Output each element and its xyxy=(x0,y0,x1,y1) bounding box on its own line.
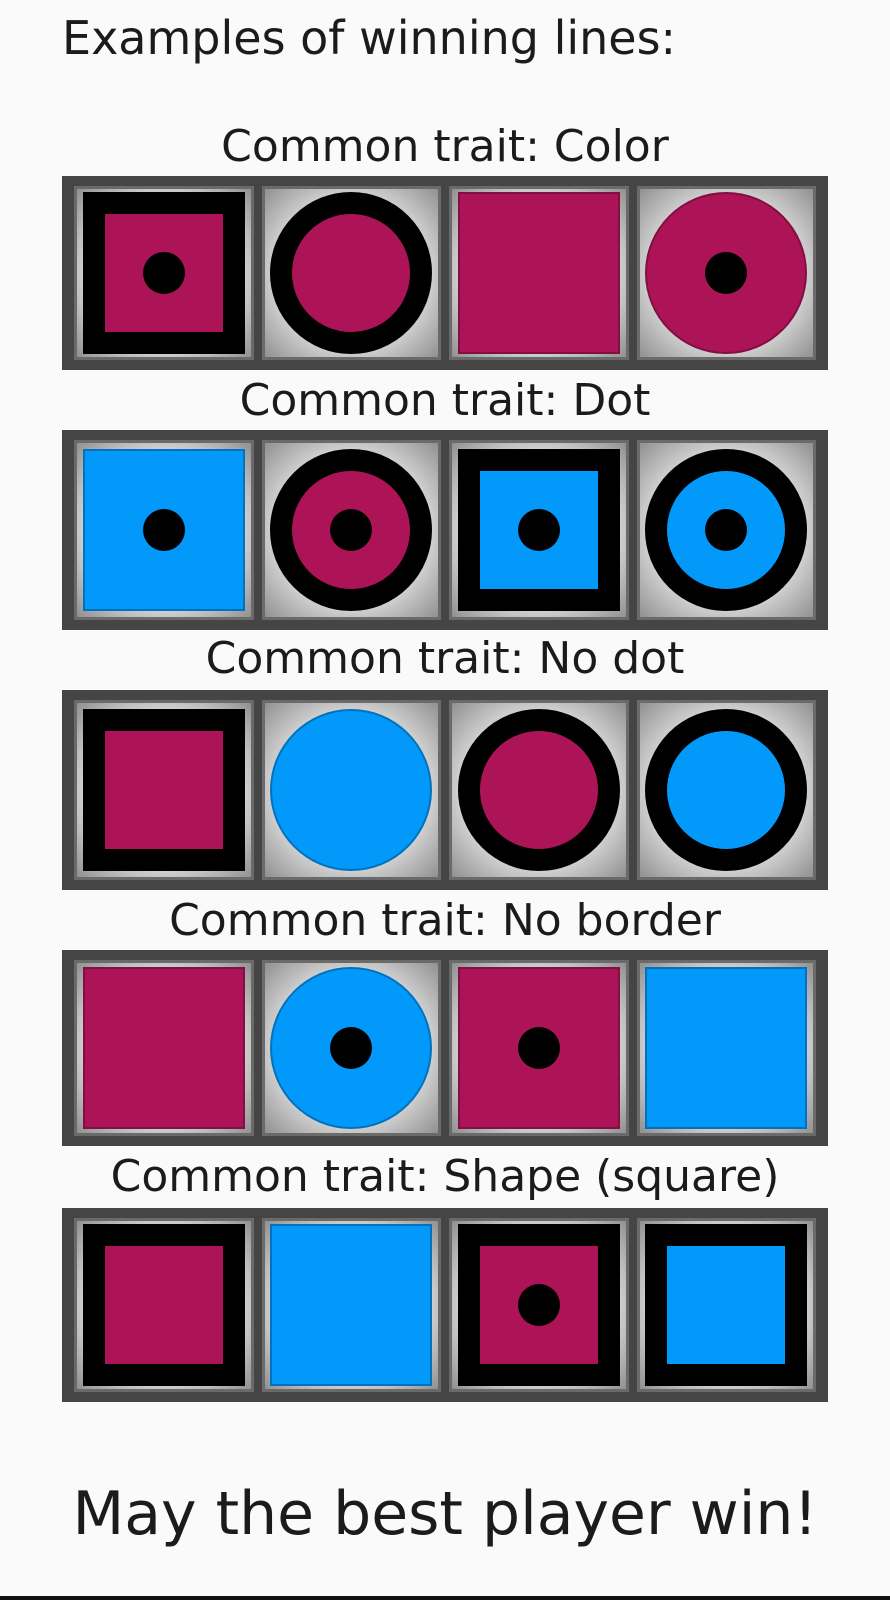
center-dot-icon xyxy=(705,509,748,551)
line-caption-color: Common trait: Color xyxy=(221,121,669,172)
board-cell-1 xyxy=(74,960,254,1136)
line-caption-dot: Common trait: Dot xyxy=(239,375,651,426)
magenta-square-piece xyxy=(82,967,245,1129)
magenta-circle-piece xyxy=(645,192,808,354)
board-cell-1 xyxy=(74,1218,254,1392)
blue-circle-piece xyxy=(270,709,433,871)
board-cell-4 xyxy=(636,186,816,360)
blue-square-piece xyxy=(645,967,808,1129)
blue-circle-piece xyxy=(270,967,433,1129)
line-caption-no-dot: Common trait: No dot xyxy=(205,633,685,684)
blue-circle-piece xyxy=(645,709,808,871)
winning-line-shape-square xyxy=(62,1208,828,1402)
center-dot-icon xyxy=(330,509,373,551)
line-caption-no-border: Common trait: No border xyxy=(169,895,721,946)
magenta-square-piece xyxy=(82,192,245,354)
closing-message: May the best player win! xyxy=(72,1479,818,1549)
board-cell-2 xyxy=(261,700,441,880)
center-dot-icon xyxy=(517,1027,560,1069)
blue-circle-piece xyxy=(645,449,808,611)
blue-square-piece xyxy=(645,1224,808,1386)
center-dot-icon xyxy=(330,1027,373,1069)
blue-square-piece xyxy=(82,449,245,611)
magenta-square-piece xyxy=(82,709,245,871)
magenta-circle-piece xyxy=(270,449,433,611)
board-cell-2 xyxy=(261,186,441,360)
board-cell-1 xyxy=(74,440,254,620)
magenta-square-piece xyxy=(457,1224,620,1386)
board-cell-3 xyxy=(449,186,629,360)
winning-line-no-border xyxy=(62,950,828,1146)
magenta-circle-piece xyxy=(457,709,620,871)
winning-line-color xyxy=(62,176,828,370)
board-cell-1 xyxy=(74,700,254,880)
bottom-divider xyxy=(0,1596,890,1600)
line-caption-shape-square: Common trait: Shape (square) xyxy=(110,1151,780,1202)
board-cell-2 xyxy=(261,440,441,620)
board-cell-3 xyxy=(449,700,629,880)
center-dot-icon xyxy=(705,252,748,294)
board-cell-1 xyxy=(74,186,254,360)
blue-square-piece xyxy=(457,449,620,611)
winning-line-no-dot xyxy=(62,690,828,890)
board-cell-2 xyxy=(261,960,441,1136)
board-cell-3 xyxy=(449,1218,629,1392)
magenta-square-piece xyxy=(82,1224,245,1386)
board-cell-4 xyxy=(636,700,816,880)
magenta-circle-piece xyxy=(270,192,433,354)
center-dot-icon xyxy=(517,1284,560,1326)
winning-line-dot xyxy=(62,430,828,630)
center-dot-icon xyxy=(142,252,185,294)
board-cell-2 xyxy=(261,1218,441,1392)
magenta-square-piece xyxy=(457,967,620,1129)
center-dot-icon xyxy=(142,509,185,551)
board-cell-4 xyxy=(636,1218,816,1392)
page-heading: Examples of winning lines: xyxy=(62,11,677,65)
board-cell-3 xyxy=(449,960,629,1136)
magenta-square-piece xyxy=(457,192,620,354)
board-cell-3 xyxy=(449,440,629,620)
board-cell-4 xyxy=(636,960,816,1136)
blue-square-piece xyxy=(270,1224,433,1386)
center-dot-icon xyxy=(517,509,560,551)
board-cell-4 xyxy=(636,440,816,620)
